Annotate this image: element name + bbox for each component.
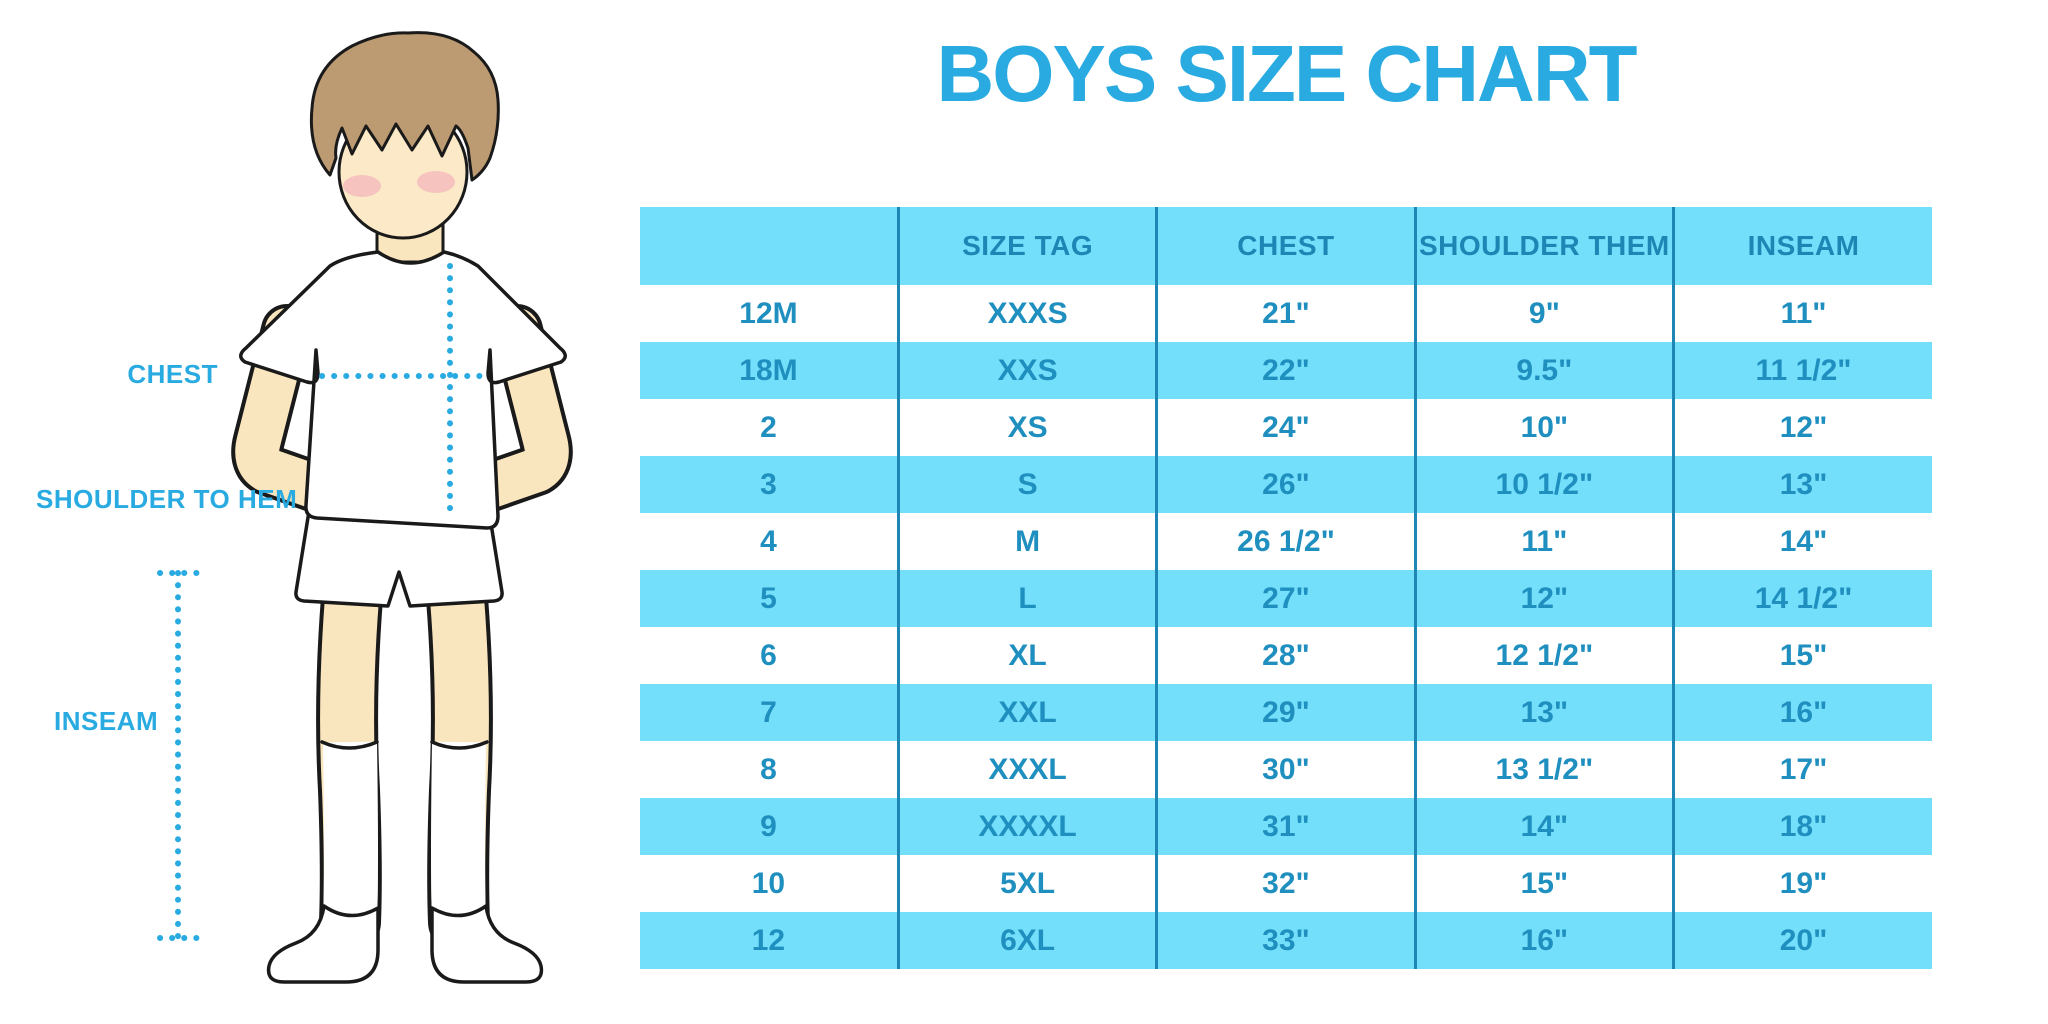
table-cell: 17" (1672, 741, 1932, 798)
table-cell: XXS (896, 342, 1157, 399)
socks (320, 740, 489, 920)
table-cell: 4 (760, 524, 777, 558)
table-cell: 5XL (896, 855, 1157, 912)
table-cell: XXL (896, 684, 1157, 741)
table-row: 18M XXS 22" 9.5" 11 1/2" (640, 342, 1932, 399)
table-cell: 5 (640, 570, 899, 627)
header-chest: CHEST (1155, 207, 1416, 285)
table-cell: 10" (1413, 399, 1674, 456)
table-cell: M (896, 513, 1157, 570)
table-cell: 18" (1672, 798, 1932, 855)
table-cell: 26 1/2" (1155, 513, 1416, 570)
table-cell: 28" (1155, 627, 1416, 684)
table-cell: 2 (760, 410, 777, 444)
header-shoulder-them: SHOULDER THEM (1413, 207, 1674, 285)
table-cell: 10 1/2" (1413, 456, 1674, 513)
table-cell: XL (896, 627, 1157, 684)
table-cell: 12 1/2" (1413, 627, 1674, 684)
table-cell: 13" (1672, 456, 1932, 513)
table-cell: 16" (1413, 912, 1674, 969)
table-cell: 6 (760, 638, 777, 672)
header-inseam: INSEAM (1672, 207, 1932, 285)
t-shirt (239, 250, 567, 530)
table-cell: 12M (739, 296, 798, 330)
table-row: 10 5XL 32" 15" 19" (640, 855, 1932, 912)
table-row: 3 S 26" 10 1/2" 13" (640, 456, 1932, 513)
table-row: 12M XXXS 21" 9" 11" (640, 285, 1932, 342)
table-cell: XXXS (896, 285, 1157, 342)
table-cell: 29" (1155, 684, 1416, 741)
head (309, 31, 500, 240)
table-cell: 13" (1413, 684, 1674, 741)
table-cell: 10 (751, 866, 786, 900)
table-cell: 11" (1672, 285, 1932, 342)
chest-label: CHEST (127, 359, 218, 389)
table-row: 2 XS 24" 10" 12" (640, 399, 1932, 456)
table-row: 8 XXXL 30" 13 1/2" 17" (640, 741, 1932, 798)
table-cell: 12" (1672, 399, 1932, 456)
table-cell: 9" (1413, 285, 1674, 342)
table-cell: XXXXL (896, 798, 1157, 855)
table-cell: 14 1/2" (1672, 570, 1932, 627)
arms (231, 304, 573, 518)
table-cell: 6XL (896, 912, 1157, 969)
table-cell: 27" (1155, 570, 1416, 627)
table-cell: 11" (1413, 513, 1674, 570)
header-size-tag: SIZE TAG (896, 207, 1157, 285)
table-cell: 13 1/2" (1413, 741, 1674, 798)
table-cell: 14" (1672, 513, 1932, 570)
page-title: BOYS SIZE CHART (936, 29, 1638, 118)
table-cell: L (896, 570, 1157, 627)
shoulder-to-hem-label: SHOULDER TO HEM (36, 484, 298, 514)
table-header-row: SIZE TAG CHEST SHOULDER THEM INSEAM (640, 207, 1932, 285)
table-row: 12 6XL 33" 16" 20" (640, 912, 1932, 969)
table-cell: 14" (1413, 798, 1674, 855)
table-cell: 12 (640, 912, 899, 969)
table-cell: 12" (1413, 570, 1674, 627)
table-cell: 15" (1672, 627, 1932, 684)
table-cell: 19" (1672, 855, 1932, 912)
table-cell: 7 (640, 684, 899, 741)
table-row: 5 L 27" 12" 14 1/2" (640, 570, 1932, 627)
table-cell: 8 (760, 752, 777, 786)
table-cell: 20" (1672, 912, 1932, 969)
table-row: 6 XL 28" 12 1/2" 15" (640, 627, 1932, 684)
table-cell: 16" (1672, 684, 1932, 741)
table-cell: 30" (1155, 741, 1416, 798)
size-table: SIZE TAG CHEST SHOULDER THEM INSEAM 12M XXXS 2… (640, 207, 1932, 969)
header-size (640, 207, 899, 285)
table-cell: 26" (1155, 456, 1416, 513)
table-cell: 9 (640, 798, 899, 855)
table-cell: 32" (1155, 855, 1416, 912)
table-cell: 11 1/2" (1672, 342, 1932, 399)
table-cell: XS (896, 399, 1157, 456)
table-cell: 31" (1155, 798, 1416, 855)
table-cell: 15" (1413, 855, 1674, 912)
shoes (266, 904, 544, 984)
table-cell: 9.5" (1413, 342, 1674, 399)
hair (309, 31, 500, 182)
table-cell: 21" (1155, 285, 1416, 342)
table-cell: S (896, 456, 1157, 513)
table-cell: 33" (1155, 912, 1416, 969)
table-cell: 24" (1155, 399, 1416, 456)
boy-figure-illustration (157, 31, 573, 984)
table-cell: 3 (640, 456, 899, 513)
table-row: 9 XXXXL 31" 14" 18" (640, 798, 1932, 855)
table-cell: 18M (640, 342, 899, 399)
table-row: 7 XXL 29" 13" 16" (640, 684, 1932, 741)
inseam-label: INSEAM (54, 706, 159, 736)
table-cell: XXXL (896, 741, 1157, 798)
table-row: 4 M 26 1/2" 11" 14" (640, 513, 1932, 570)
measurement-lines (157, 263, 483, 941)
table-cell: 22" (1155, 342, 1416, 399)
